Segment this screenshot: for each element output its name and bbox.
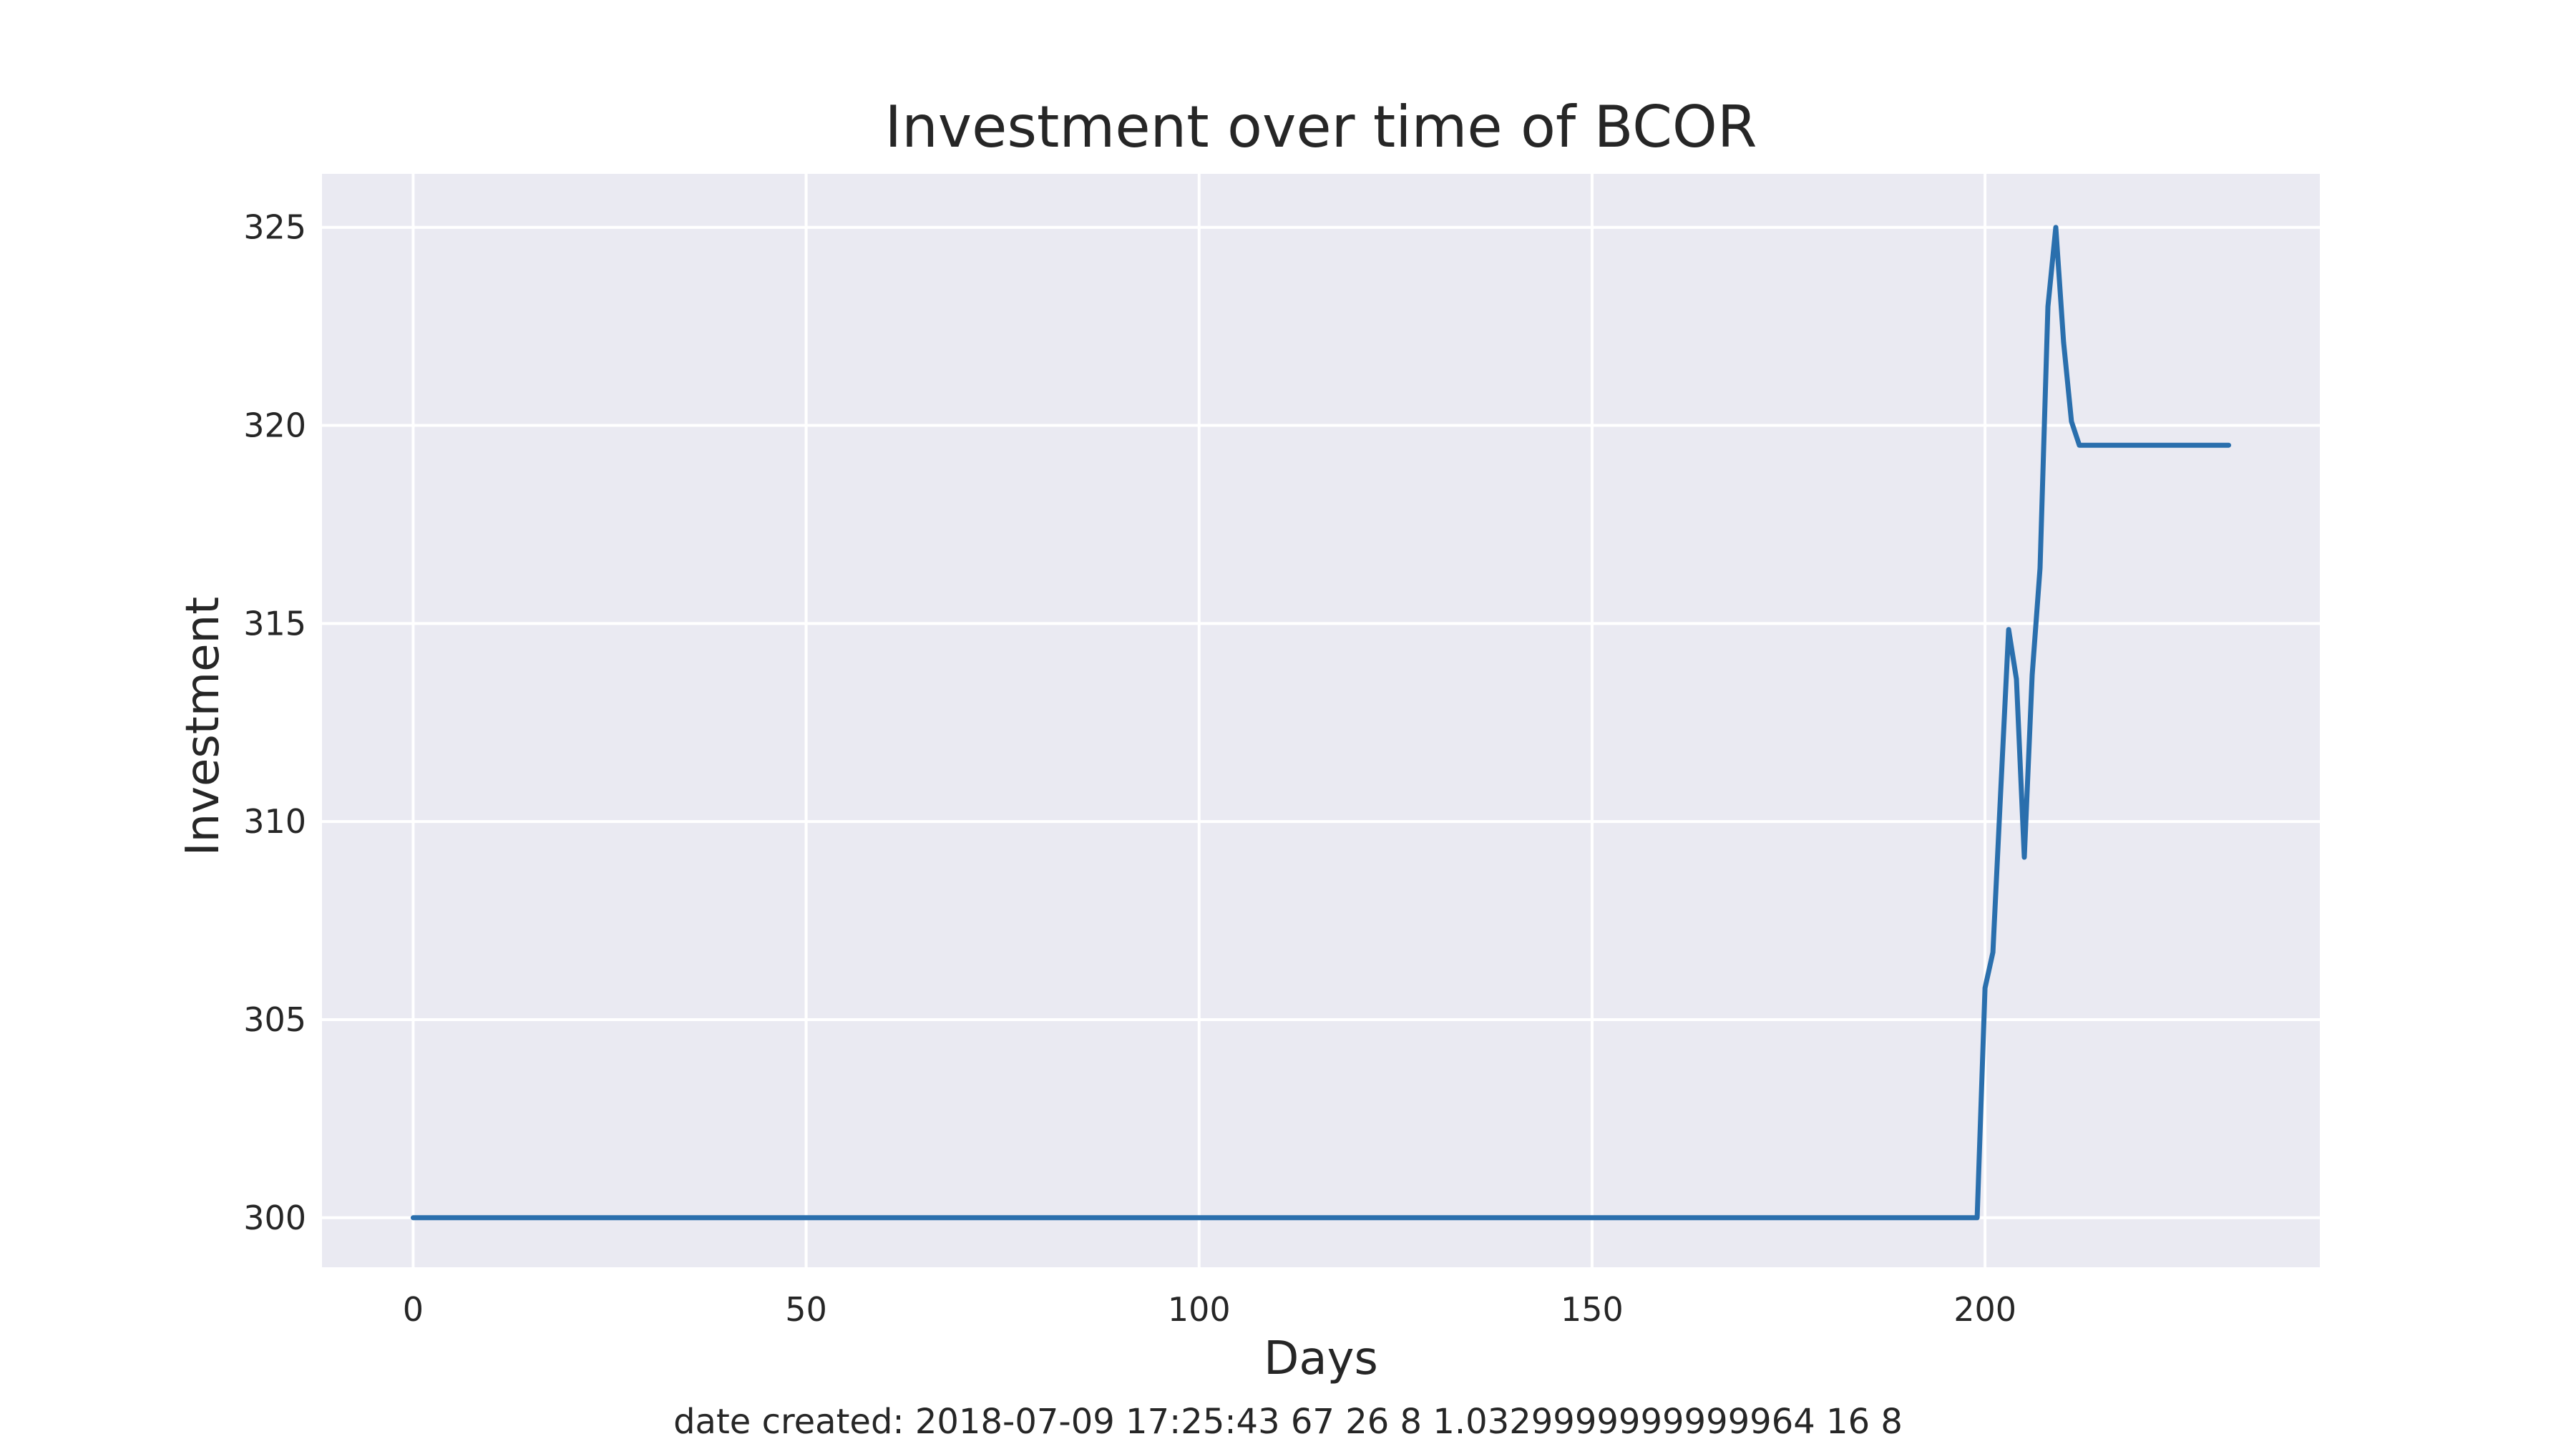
x-tick-label: 200 xyxy=(1953,1290,2016,1329)
x-tick-label: 0 xyxy=(403,1290,424,1329)
y-tick-label: 300 xyxy=(243,1199,306,1237)
investment-series-line xyxy=(410,225,2232,1221)
y-tick-labels: 300 305 310 315 320 325 xyxy=(243,208,306,1237)
y-axis-label: Investment xyxy=(177,597,230,857)
x-axis-label: Days xyxy=(1264,1332,1378,1385)
gridlines xyxy=(322,174,2320,1267)
x-tick-label: 150 xyxy=(1561,1290,1624,1329)
series-group xyxy=(410,225,2232,1221)
y-tick-label: 315 xyxy=(243,604,306,643)
x-tick-label: 100 xyxy=(1168,1290,1231,1329)
y-tick-label: 305 xyxy=(243,1000,306,1039)
plot-area xyxy=(322,174,2320,1267)
x-tick-label: 50 xyxy=(785,1290,827,1329)
x-tick-labels: 0 50 100 150 200 xyxy=(403,1290,2016,1329)
y-tick-label: 310 xyxy=(243,802,306,841)
chart-title: Investment over time of BCOR xyxy=(885,94,1757,160)
date-created-note: date created: 2018-07-09 17:25:43 67 26 … xyxy=(673,1402,1903,1442)
y-tick-label: 325 xyxy=(243,208,306,247)
y-tick-label: 320 xyxy=(243,406,306,445)
